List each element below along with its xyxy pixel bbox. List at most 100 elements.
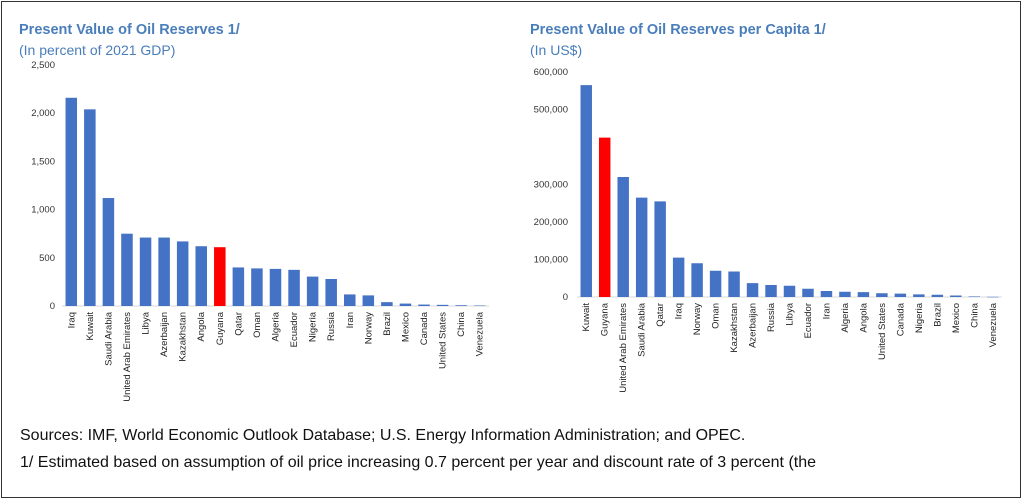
x-tick-label: Venezuela — [988, 302, 999, 347]
x-tick-label: Iraq — [674, 303, 685, 319]
x-tick-label: Ecuador — [803, 303, 814, 338]
x-tick-label: Mexico — [951, 303, 962, 333]
bar-libya — [783, 285, 796, 297]
bar-canada — [418, 304, 430, 306]
x-tick-label: Canada — [419, 311, 430, 345]
bar-united-states — [876, 293, 888, 297]
footnote: 1/ Estimated based on assumption of oil … — [20, 454, 817, 471]
y-tick-label: 0 — [563, 292, 568, 303]
bar-iraq — [672, 257, 685, 297]
bar-canada — [894, 293, 907, 297]
chart-1-title: Present Value of Oil Reserves 1/ — [19, 22, 240, 38]
bar-kazakhstan — [728, 271, 740, 297]
x-tick-label: Russia — [326, 311, 337, 341]
x-tick-label: Kazakhstan — [729, 303, 740, 353]
bar-iraq — [65, 97, 78, 306]
y-tick-label: 0 — [50, 301, 55, 312]
x-tick-label: United Arab Emirates — [122, 312, 133, 402]
bar-kazakhstan — [176, 241, 189, 306]
oil-reserves-gdp-chart: 2,500 2,000 1,500 1,000 500 0 Iraq Kuwait Saudi … — [31, 60, 489, 402]
chart-2-title: Present Value of Oil Reserves per Capita… — [530, 22, 826, 38]
bar-mexico — [950, 295, 962, 297]
x-tick-label: Azerbaijan — [159, 312, 170, 357]
x-tick-label: Nigeria — [308, 311, 319, 342]
bar-brazil — [931, 294, 944, 297]
bar-united-states — [436, 304, 449, 306]
bar-china — [455, 305, 467, 306]
bar-norway — [691, 263, 703, 297]
y-tick-label: 2,500 — [31, 60, 55, 71]
bar-venezuela — [987, 296, 999, 298]
x-tick-label: Oman — [711, 303, 722, 329]
x-tick-label: China — [456, 311, 467, 337]
x-tick-label: Nigeria — [914, 302, 925, 333]
x-tick-label: Guyana — [600, 302, 611, 336]
bar-iran — [820, 291, 833, 297]
x-tick-label: Guyana — [215, 311, 226, 345]
bar-mexico — [399, 303, 412, 306]
x-tick-label: Libya — [785, 302, 796, 325]
y-tick-label: 1,000 — [31, 205, 55, 216]
y-tick-label: 300,000 — [534, 180, 568, 191]
bar-kuwait — [580, 85, 592, 297]
bar-iran — [344, 294, 356, 306]
bar-oman — [709, 270, 722, 297]
bar-russia — [325, 279, 337, 306]
bar-azerbaijan — [746, 283, 759, 297]
bar-oman — [251, 268, 263, 306]
x-tick-label: Saudi Arabia — [637, 302, 648, 357]
bar-nigeria — [306, 276, 319, 306]
x-tick-label: Iraq — [66, 312, 77, 328]
bar-libya — [139, 237, 152, 306]
y-tick-label: 500,000 — [534, 105, 568, 116]
bar-china — [968, 296, 981, 297]
x-tick-label: United States — [877, 303, 888, 360]
bar-ecuador — [288, 269, 300, 306]
x-tick-label: Iran — [345, 312, 356, 328]
bar-kuwait — [84, 109, 96, 307]
bar-venezuela — [473, 305, 486, 307]
x-tick-label: Russia — [766, 302, 777, 332]
x-tick-label: Azerbaijan — [748, 303, 759, 348]
bar-qatar — [232, 267, 245, 306]
oil-reserves-per-capita-chart: 600,000 500,000 300,000 200,000 100,000 0 Kuwa… — [534, 67, 1002, 393]
bar-ecuador — [802, 288, 814, 297]
bar-qatar — [654, 201, 666, 297]
x-tick-label: Qatar — [655, 303, 666, 327]
x-tick-label: United States — [438, 312, 449, 369]
bar-united-arab-emirates — [121, 233, 133, 306]
x-tick-label: Kuwait — [581, 303, 592, 332]
x-tick-label: Norway — [692, 303, 703, 335]
bar-algeria — [839, 291, 851, 297]
bar-guyana — [214, 247, 226, 306]
x-tick-label: Norway — [363, 312, 374, 344]
x-tick-label: Canada — [895, 302, 906, 336]
chart-1-subtitle: (In percent of 2021 GDP) — [19, 42, 176, 58]
bar-norway — [362, 295, 375, 306]
x-tick-label: Angola — [196, 311, 207, 341]
bar-algeria — [269, 268, 282, 306]
y-tick-label: 1,500 — [31, 156, 55, 167]
bar-russia — [765, 285, 777, 297]
x-tick-label: Oman — [252, 312, 263, 338]
x-tick-label: Kazakhstan — [178, 312, 189, 362]
sources-note: Sources: IMF, World Economic Outlook Dat… — [20, 427, 746, 444]
x-tick-label: Mexico — [400, 312, 411, 342]
chart-2-subtitle: (In US$) — [530, 42, 583, 58]
bar-united-arab-emirates — [617, 177, 629, 297]
x-tick-label: Venezuela — [475, 311, 486, 356]
bar-guyana — [598, 137, 611, 297]
y-tick-label: 600,000 — [534, 67, 568, 78]
x-tick-label: Qatar — [233, 312, 244, 336]
bar-azerbaijan — [158, 237, 170, 306]
bar-nigeria — [913, 294, 925, 297]
x-tick-label: Brazil — [932, 303, 943, 327]
y-tick-label: 200,000 — [534, 217, 568, 228]
x-tick-label: Iran — [821, 303, 832, 319]
bar-saudi-arabia — [635, 197, 648, 297]
x-tick-label: Ecuador — [289, 312, 300, 347]
x-tick-label: Angola — [858, 302, 869, 332]
x-tick-label: Algeria — [840, 302, 851, 332]
x-tick-label: United Arab Emirates — [618, 303, 629, 393]
x-tick-label: Brazil — [382, 312, 393, 336]
